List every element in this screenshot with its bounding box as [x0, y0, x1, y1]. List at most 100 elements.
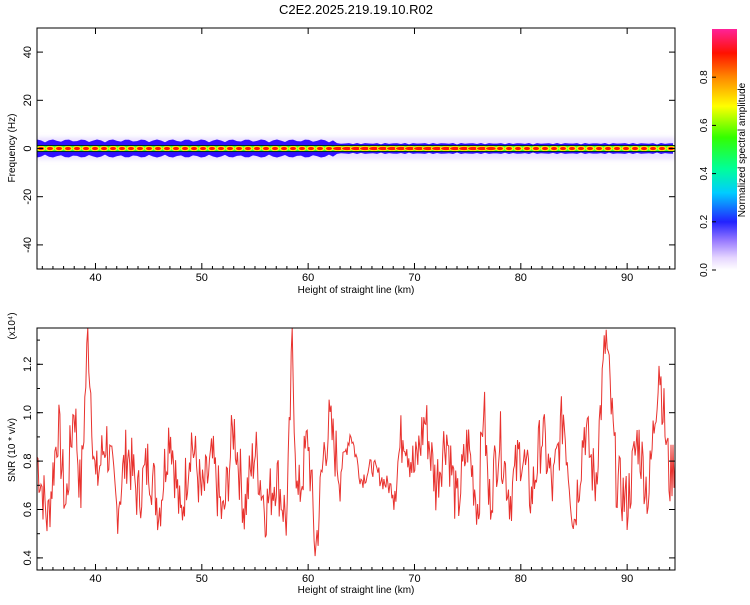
colorbar-tick-label: 0.0 [699, 263, 710, 277]
spectrogram-xtick-label: 70 [408, 272, 420, 284]
spectrogram-blob-red [369, 146, 379, 151]
spectrogram-blob-red [405, 146, 415, 151]
snr-xtick-label: 60 [302, 573, 314, 585]
spectrogram-blob-red [450, 146, 460, 151]
spectrogram-blob-red [317, 146, 323, 151]
snr-panel: 40 50 60 70 80 90 0.4 0.6 0.8 1.0 1.2 Height of st… [7, 312, 676, 596]
spectrogram-blob-red [623, 146, 629, 151]
spectrogram-blob-red [515, 146, 521, 151]
spectrogram-blob-red [56, 146, 62, 151]
spectrogram-blob-red [650, 146, 656, 151]
spectrogram-xtick-label: 80 [515, 272, 527, 284]
spectrogram-blob-red [191, 146, 197, 151]
spectrogram-blob-red [218, 146, 224, 151]
colorbar-tick-label: 0.6 [699, 118, 710, 132]
spectrogram-blob-red [542, 146, 548, 151]
spectrogram-blob-red [146, 146, 152, 151]
spectrogram-xtick-label: 90 [621, 272, 633, 284]
spectrogram-blob-red [459, 146, 469, 151]
spectrogram-blob-red [209, 146, 215, 151]
spectrogram-blob-red [477, 146, 487, 151]
spectrogram-blob-red [92, 146, 98, 151]
snr-xtick-label: 40 [89, 573, 101, 585]
spectrogram-blob-red [533, 146, 539, 151]
spectrogram-blob-red [596, 146, 602, 151]
spectrogram-ytick-label: 20 [22, 94, 34, 106]
spectrogram-blob-red [632, 146, 638, 151]
spectrogram-blob-red [155, 146, 161, 151]
snr-multiplier: (x10⁴) [7, 312, 18, 339]
snr-ytick-label: 1.2 [22, 357, 34, 372]
snr-xtick-label: 50 [196, 573, 208, 585]
spectrogram-blob-red [281, 146, 287, 151]
colorbar: 0.0 0.2 0.4 0.6 0.8 Normalized spectral ampl… [699, 29, 748, 277]
spectrogram-blob-red [272, 146, 278, 151]
spectrogram-blob-red [342, 146, 352, 151]
colorbar-tick-label: 0.8 [699, 70, 710, 84]
spectrogram-blob-red [560, 146, 566, 151]
colorbar-tick-label: 0.2 [699, 214, 710, 228]
spectrogram-blob-red [333, 146, 343, 151]
snr-ytick-label: 0.4 [22, 550, 34, 565]
snr-xtick-label: 70 [408, 573, 420, 585]
spectrogram-ylabel: Frequency (Hz) [7, 114, 18, 183]
snr-ytick-label: 0.6 [22, 502, 34, 517]
spectrogram-ytick-label: -20 [22, 189, 34, 205]
spectrogram-blob-red [128, 146, 134, 151]
spectrogram-blob-red [182, 146, 188, 151]
spectrogram-blob-red [506, 146, 512, 151]
spectrogram-blob-red [65, 146, 71, 151]
spectrogram-blob-red [74, 146, 80, 151]
spectrogram-blob-red [101, 146, 107, 151]
spectrogram-blob-red [659, 146, 665, 151]
snr-frame [36, 327, 676, 571]
spectrogram-blob-red [486, 146, 496, 151]
snr-xlabel: Height of straight line (km) [298, 585, 415, 596]
spectrogram-blob-red [614, 146, 620, 151]
snr-plot-area [37, 328, 675, 570]
spectrogram-blob-red [569, 146, 575, 151]
spectrogram-blob-red [200, 146, 206, 151]
spectrogram-ytick-label: -40 [22, 237, 34, 253]
spectrogram-ridge-outline [37, 145, 675, 152]
figure-title: C2E2.2025.219.19.10.R02 [279, 2, 433, 17]
spectrogram-blob-red [360, 146, 370, 151]
spectrogram-panel: 40 50 60 70 80 90 -40 -20 0 20 40 Height of straig… [7, 27, 676, 296]
spectrogram-blob-red [263, 146, 269, 151]
spectrogram-blob-red [236, 146, 242, 151]
spectrogram-blob-red [641, 146, 647, 151]
spectrogram-blob-red [524, 146, 530, 151]
snr-ytick-label: 1.0 [22, 405, 34, 420]
spectrogram-blob-red [351, 146, 361, 151]
spectrogram-blob-red [387, 146, 397, 151]
colorbar-gradient [712, 29, 737, 270]
spectrogram-ytick-label: 0 [22, 145, 34, 151]
spectrogram-blob-red [605, 146, 611, 151]
colorbar-label: Normalized spectral amplitude [737, 82, 748, 217]
spectrogram-blob-red [497, 146, 503, 151]
snr-xtick-label: 90 [621, 573, 633, 585]
spectrogram-blob-red [587, 146, 593, 151]
spectrogram-blob-red [290, 146, 296, 151]
spectrogram-xlabel: Height of straight line (km) [298, 285, 415, 296]
spectrogram-blob-red [227, 146, 233, 151]
spectrogram-blob-red [299, 146, 305, 151]
spectrogram-blob-red [378, 146, 388, 151]
spectrogram-xtick-label: 60 [302, 272, 314, 284]
spectrogram-blob-red [47, 146, 53, 151]
snr-ytick-label: 0.8 [22, 453, 34, 468]
spectrogram-xtick-label: 50 [196, 272, 208, 284]
spectrogram-blob-red [326, 146, 332, 151]
spectrogram-blob-red [245, 146, 251, 151]
snr-xtick-label: 80 [515, 573, 527, 585]
spectrogram-blob-red [396, 146, 406, 151]
spectrogram-blob-red [423, 146, 433, 151]
spectrogram-ytick-label: 40 [22, 46, 34, 58]
snr-ylabel: SNR (10 * v/v) [7, 418, 18, 482]
spectrogram-blob-red [468, 146, 478, 151]
spectrogram-blob-red [308, 146, 314, 151]
spectrogram-blob-red [254, 146, 260, 151]
spectrogram-blob-red [119, 146, 125, 151]
spectrogram-heatmap [37, 137, 675, 160]
